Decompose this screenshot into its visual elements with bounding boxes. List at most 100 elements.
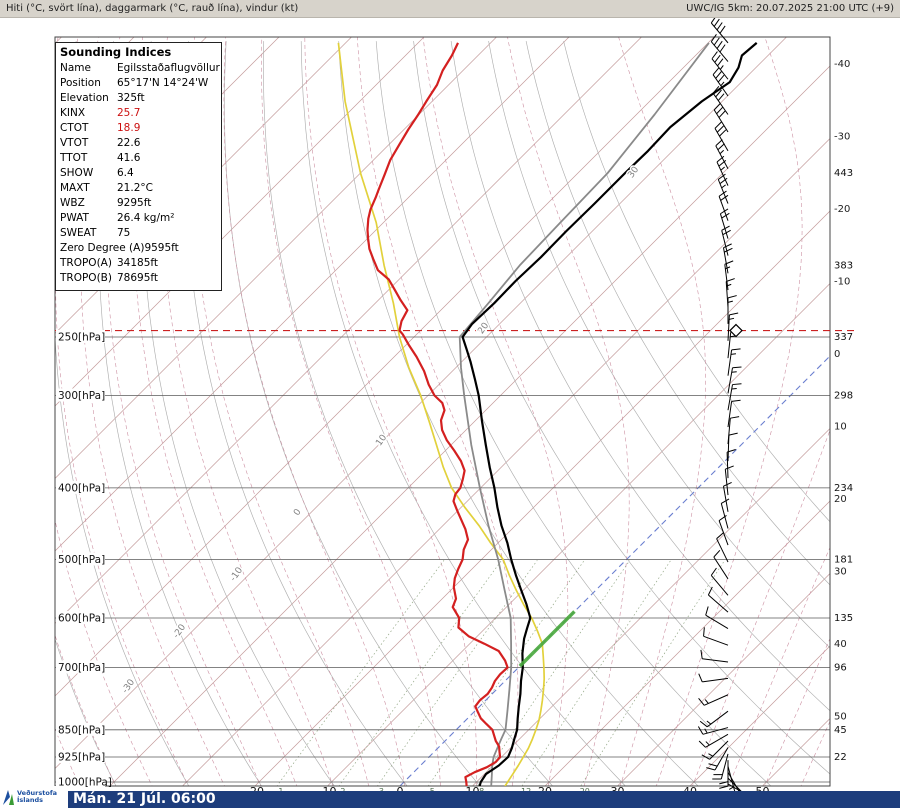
- right-temp-label: 30: [834, 567, 847, 578]
- indices-row-label: KINX: [60, 107, 86, 119]
- pressure-label: 850[hPa]: [58, 724, 105, 736]
- indices-row: WBZ 9295ft: [60, 196, 217, 211]
- height-label: 135: [834, 613, 853, 624]
- indices-row-label: PWAT: [60, 212, 89, 224]
- indices-row-value: Egilsstaðaflugvöllur: [117, 62, 220, 74]
- indices-row-label: Name: [60, 62, 91, 74]
- indices-row-value: 22.6: [117, 137, 141, 149]
- indices-row-label: WBZ: [60, 197, 85, 209]
- indices-row-value: 18.9: [117, 122, 141, 134]
- svg-text:30: 30: [626, 165, 641, 180]
- freezing-level-marker: [518, 610, 576, 668]
- indices-row-value: 9595ft: [144, 242, 179, 254]
- moist-adiabat-label: -30: [119, 676, 139, 697]
- plot-border: [54, 36, 831, 787]
- parcel-curve: [458, 42, 710, 786]
- pressure-label: 500[hPa]: [58, 554, 105, 566]
- svg-text:10: 10: [374, 433, 389, 448]
- pressure-label: 600[hPa]: [58, 613, 105, 625]
- indices-row-value: 34185ft: [117, 257, 159, 269]
- indices-row-value: 25.7: [117, 107, 141, 119]
- height-label: 181: [834, 555, 853, 566]
- indices-row: Elevation 325ft: [60, 91, 217, 106]
- right-temp-label: 20: [834, 494, 847, 505]
- vedurstofa-logo-icon: [3, 790, 14, 805]
- indices-row-label: TTOT: [60, 152, 88, 164]
- indices-row-value: 9295ft: [117, 197, 152, 209]
- indices-row-label: VTOT: [60, 137, 89, 149]
- sounding-curves: [337, 42, 758, 786]
- sounding-indices-panel: Sounding Indices Name Egilsstaðaflugvöllu…: [55, 42, 222, 291]
- right-temp-label: 40: [834, 639, 847, 650]
- indices-row: KINX 25.7: [60, 106, 217, 121]
- indices-row-value: 21.2°C: [117, 182, 153, 194]
- indices-row: TROPO(B) 78695ft: [60, 271, 217, 286]
- moist-adiabat-label: 0: [291, 506, 306, 520]
- indices-row-value: 65°17'N 14°24'W: [117, 77, 209, 89]
- moist-adiabat-label: 10: [373, 431, 391, 449]
- vedurstofa-logo: Veðurstofa Íslands: [0, 786, 68, 808]
- indices-row-label: SHOW: [60, 167, 94, 179]
- height-label: 443: [834, 168, 853, 179]
- right-temp-label: -40: [834, 59, 850, 70]
- date-bar: Mán. 21 Júl. 06:00: [0, 791, 900, 808]
- moist-adiabat-label: 30: [625, 163, 643, 181]
- indices-row-label: CTOT: [60, 122, 89, 134]
- indices-row: CTOT 18.9: [60, 121, 217, 136]
- indices-row-value: 75: [117, 227, 131, 239]
- pressure-label: 700[hPa]: [58, 662, 105, 674]
- indices-row-label: Zero Degree (A): [60, 242, 145, 254]
- indices-row: Position 65°17'N 14°24'W: [60, 76, 217, 91]
- indices-row: PWAT 26.4 kg/m²: [60, 211, 217, 226]
- indices-title: Sounding Indices: [60, 45, 172, 59]
- pressure-lines: [55, 336, 830, 783]
- indices-row-label: TROPO(B): [60, 272, 112, 284]
- height-label: 298: [834, 391, 853, 402]
- vedurstofa-logo-text: Veðurstofa Íslands: [17, 788, 58, 804]
- height-label: 383: [834, 260, 853, 271]
- temperature-curve: [461, 42, 758, 786]
- height-label: 96: [834, 663, 847, 674]
- pressure-label: 400[hPa]: [58, 482, 105, 494]
- indices-row: SHOW 6.4: [60, 166, 217, 181]
- legend-text: Hiti (°C, svört lína), daggarmark (°C, r…: [6, 3, 299, 14]
- indices-row-value: 26.4 kg/m²: [117, 212, 175, 224]
- svg-text:-30: -30: [121, 677, 138, 695]
- right-temp-label: 10: [834, 422, 847, 433]
- tropopause-diamond-icon: [729, 323, 743, 338]
- indices-row-label: Position: [60, 77, 101, 89]
- isotherms: [55, 37, 830, 786]
- wind-barbs: [697, 15, 751, 806]
- indices-row-value: 41.6: [117, 152, 141, 164]
- height-label: 45: [834, 725, 847, 736]
- height-label: 234: [834, 483, 853, 494]
- moist-adiabats: [55, 37, 830, 786]
- right-temp-label: 0: [834, 349, 840, 360]
- svg-text:0: 0: [292, 507, 304, 518]
- indices-row: TROPO(A) 34185ft: [60, 256, 217, 271]
- indices-row: Zero Degree (A)9595ft: [60, 241, 217, 256]
- indices-row-label: SWEAT: [60, 227, 97, 239]
- indices-row-value: 6.4: [117, 167, 134, 179]
- reference_moist_adiabat-curve: [337, 42, 546, 786]
- indices-row: VTOT 22.6: [60, 136, 217, 151]
- indices-row: MAXT 21.2°C: [60, 181, 217, 196]
- svg-text:20: 20: [476, 321, 491, 336]
- model-run-text: UWC/IG 5km: 20.07.2025 21:00 UTC (+9): [686, 3, 894, 14]
- right-temp-label: -10: [834, 277, 850, 288]
- height-label: 22: [834, 752, 847, 763]
- pressure-label: 925[hPa]: [58, 751, 105, 763]
- indices-rows: Name Egilsstaðaflugvöllur Position 65°17'N …: [60, 61, 220, 286]
- indices-row-value: 78695ft: [117, 272, 159, 284]
- indices-row-label: Elevation: [60, 92, 109, 104]
- indices-row-label: TROPO(A): [60, 257, 112, 269]
- indices-row-label: MAXT: [60, 182, 90, 194]
- pressure-label: 1000[hPa]: [58, 777, 112, 789]
- right-temp-label: -30: [834, 132, 850, 143]
- indices-row: TTOT 41.6: [60, 151, 217, 166]
- pressure-label: 250[hPa]: [58, 332, 105, 344]
- height-label: 337: [834, 332, 853, 343]
- right-temp-label: -20: [834, 204, 850, 215]
- valid-time-label: Mán. 21 Júl. 06:00: [73, 791, 216, 807]
